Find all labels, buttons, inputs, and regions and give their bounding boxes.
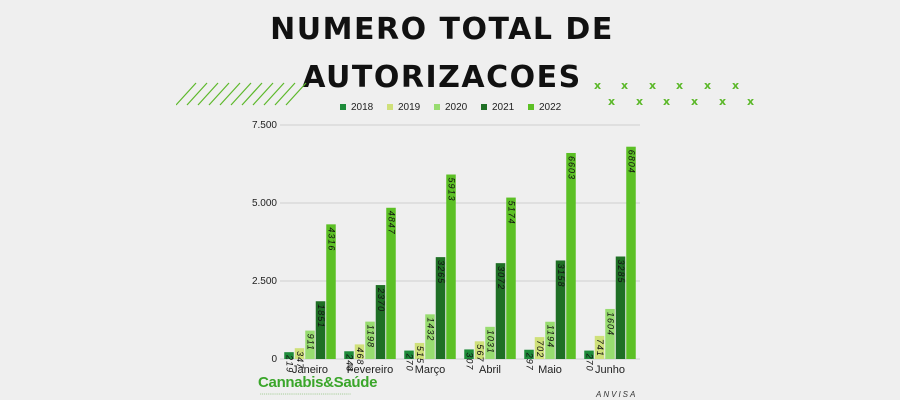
data-label: 1031	[486, 330, 496, 354]
y-tick-label: 0	[271, 354, 277, 365]
legend-label: 2020	[445, 102, 468, 113]
bar	[555, 260, 566, 359]
bar	[446, 174, 456, 359]
bar	[524, 349, 534, 359]
bar	[626, 146, 636, 359]
x-tick-label: Junho	[595, 364, 625, 376]
bar	[305, 330, 315, 359]
data-label: 6603	[567, 156, 577, 180]
bar	[474, 341, 485, 359]
bar	[495, 263, 506, 359]
data-label: 4847	[387, 211, 397, 235]
bar	[375, 285, 386, 359]
data-label: 911	[306, 334, 316, 351]
legend-label: 2022	[539, 102, 562, 113]
data-label: 1851	[316, 304, 326, 328]
bar	[365, 321, 375, 359]
data-label: 270	[405, 353, 415, 372]
bar	[594, 335, 605, 359]
data-label: 1432	[426, 317, 436, 341]
bar	[326, 224, 336, 359]
bar	[615, 256, 626, 359]
data-label: 567	[475, 344, 485, 362]
source-label: ANVISA	[596, 390, 638, 399]
data-label: 6804	[627, 150, 637, 174]
y-tick-label: 2.500	[252, 276, 277, 287]
bar	[435, 257, 446, 359]
bar	[605, 308, 615, 359]
data-label: 3285	[616, 260, 626, 284]
hatch-decoration	[176, 82, 307, 106]
x-tick-label: Abril	[479, 364, 501, 376]
data-label: 248	[345, 353, 355, 372]
data-label: 297	[525, 352, 535, 371]
data-label: 3158	[556, 263, 566, 287]
bar	[485, 326, 495, 359]
legend-label: 2019	[398, 102, 421, 113]
data-label: 515	[415, 346, 425, 364]
bar	[404, 350, 414, 359]
legend-swatch	[387, 104, 393, 110]
data-label: 702	[535, 340, 545, 358]
legend-swatch	[528, 104, 534, 110]
bar	[344, 351, 354, 359]
bar	[534, 337, 545, 359]
legend-swatch	[340, 104, 346, 110]
bar	[354, 344, 365, 359]
legend-label: 2018	[351, 102, 374, 113]
data-label: 741	[595, 339, 605, 357]
data-label: 5913	[447, 178, 457, 202]
chart-title-line2: AUTORIZACOES	[302, 60, 582, 95]
data-label: 4316	[327, 227, 337, 251]
data-label: 270	[585, 353, 595, 372]
x-tick-label: Janeiro	[292, 364, 328, 376]
bar	[414, 342, 425, 359]
data-label: 1604	[606, 312, 616, 336]
x-tick-label: Março	[415, 364, 446, 376]
bar	[294, 348, 305, 359]
data-label: 307	[465, 352, 475, 370]
bar	[566, 152, 576, 359]
bar	[315, 301, 326, 359]
legend-swatch	[481, 104, 487, 110]
brand-logo: Cannabis&Saúde	[258, 374, 378, 391]
legend-swatch	[434, 104, 440, 110]
bar	[584, 350, 594, 359]
brand-logo-tagline-decoration: ••••••••••••••••••••••••••••••••••••••••…	[260, 391, 352, 396]
x-tick-label: Maio	[538, 364, 562, 376]
y-tick-label: 7.500	[252, 120, 277, 131]
legend-label: 2021	[492, 102, 515, 113]
data-label: 219	[285, 354, 295, 373]
data-label: 5174	[507, 201, 517, 225]
x-tick-label: Fevereiro	[347, 364, 393, 376]
data-label: 347	[295, 351, 305, 369]
bar	[464, 349, 474, 359]
data-label: 1198	[366, 325, 376, 348]
bar	[506, 197, 516, 359]
data-label: 1194	[546, 325, 556, 348]
data-label: 3265	[436, 260, 446, 284]
data-label: 3072	[496, 266, 506, 290]
bar	[545, 321, 555, 359]
bar	[284, 352, 294, 359]
data-label: 468	[355, 347, 365, 365]
y-tick-label: 5.000	[252, 198, 277, 209]
bar	[386, 207, 396, 359]
chart-title-line1: NUMERO TOTAL DE	[270, 12, 614, 47]
data-label: 2370	[376, 287, 386, 312]
bar	[425, 314, 435, 359]
